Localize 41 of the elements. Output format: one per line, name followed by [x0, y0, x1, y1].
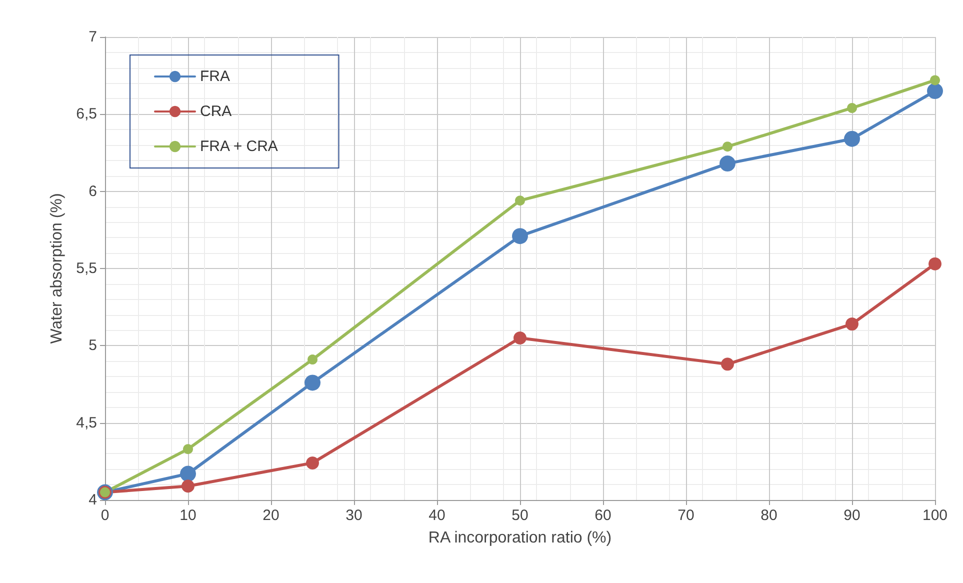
point: [183, 444, 193, 454]
x-tick-label: 70: [678, 507, 694, 524]
point: [722, 142, 732, 152]
y-tick-label: 5: [88, 337, 97, 354]
point: [928, 257, 942, 270]
point: [306, 456, 319, 470]
point: [512, 228, 528, 244]
point: [721, 358, 734, 371]
legend-label: FRA: [200, 68, 230, 85]
legend-label: CRA: [200, 103, 232, 120]
x-tick-label: 30: [346, 507, 362, 524]
x-tick-label: 0: [100, 507, 110, 524]
point: [927, 83, 943, 100]
y-tick-label: 6,5: [76, 106, 97, 123]
x-tick-label: 100: [922, 507, 948, 524]
point: [720, 156, 736, 172]
x-tick-label: 50: [512, 507, 528, 524]
point: [846, 318, 858, 331]
point: [308, 354, 318, 365]
y-tick-label: 4: [88, 492, 97, 508]
point: [844, 130, 860, 147]
legend-label: FRA + CRA: [200, 138, 278, 155]
point: [515, 196, 525, 206]
x-axis-title: RA incorporation ratio (%): [428, 530, 612, 546]
y-axis-title: Water absorption (%): [48, 193, 66, 344]
x-tick-label: 20: [262, 507, 280, 524]
y-tick-label: 5,5: [76, 260, 97, 277]
y-tick-label: 4,5: [76, 414, 97, 432]
point: [930, 75, 940, 86]
point: [180, 466, 196, 482]
x-tick-label: 40: [428, 507, 446, 524]
point: [182, 480, 194, 493]
x-tick-label: 10: [180, 507, 196, 524]
x-tick-label: 90: [844, 507, 860, 524]
y-tick-label: 7: [88, 28, 97, 46]
y-tick-label: 6: [88, 182, 97, 200]
point: [304, 374, 320, 391]
x-tick-label: 80: [760, 507, 778, 524]
point: [847, 102, 857, 113]
x-tick-label: 60: [594, 507, 612, 524]
point: [514, 331, 526, 344]
